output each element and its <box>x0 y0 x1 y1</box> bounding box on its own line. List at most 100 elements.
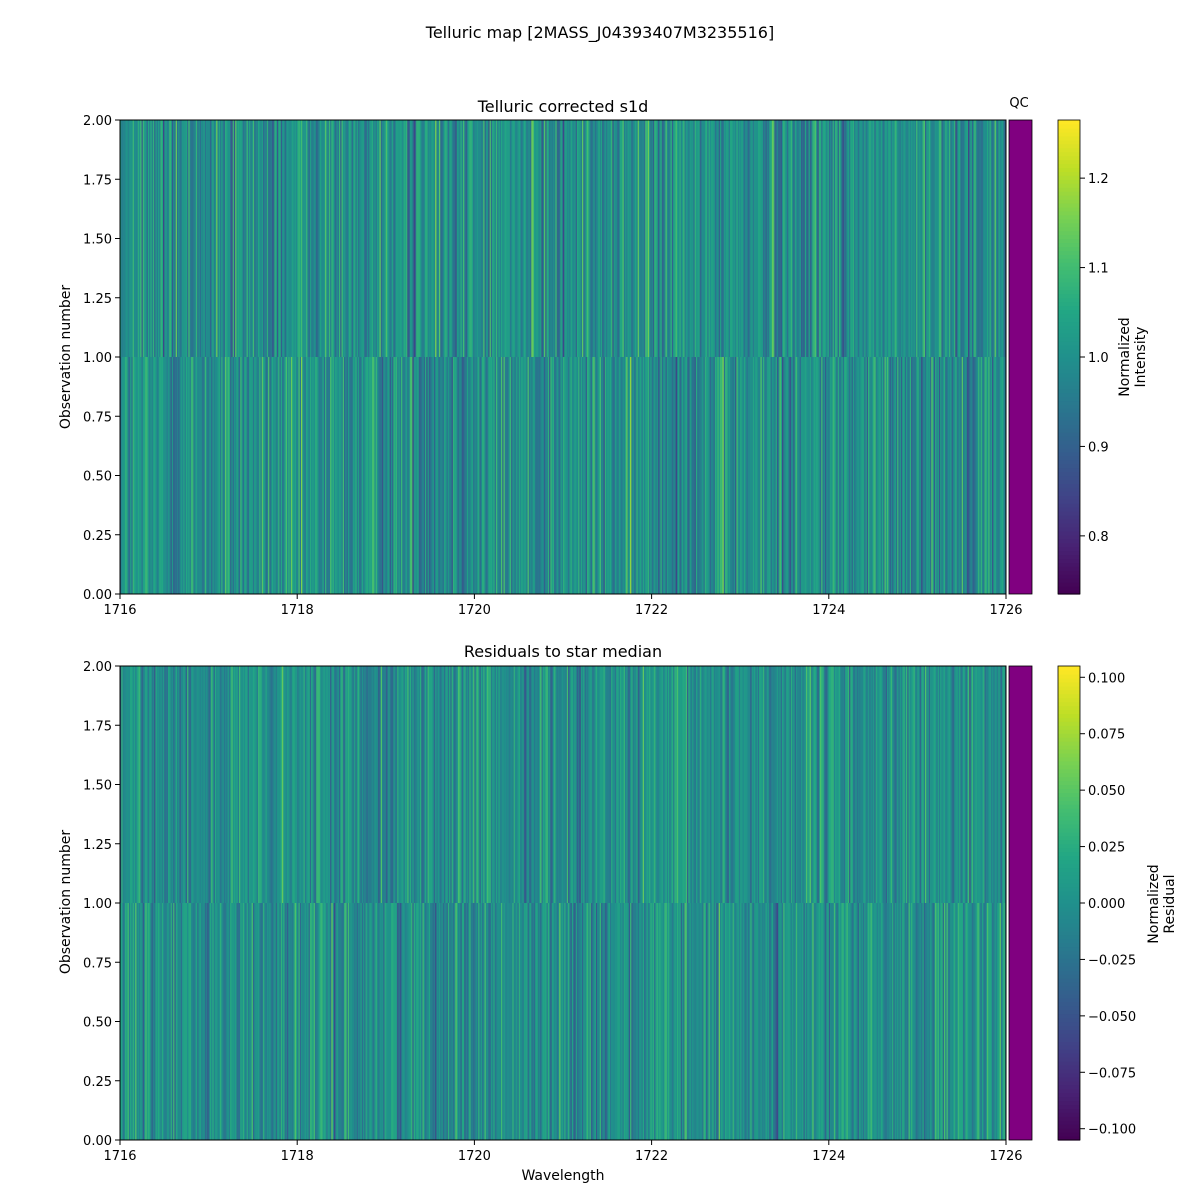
heatmap-cell <box>202 903 204 1140</box>
colorbar-segment <box>1058 400 1080 405</box>
heatmap-cell <box>323 357 326 594</box>
heatmap-cell <box>308 120 311 357</box>
heatmap-cell <box>197 120 199 357</box>
heatmap-cell <box>180 357 183 594</box>
heatmap-cell <box>316 666 318 903</box>
heatmap-cell <box>585 666 588 903</box>
heatmap-cell <box>489 357 492 594</box>
heatmap-cell <box>784 357 787 594</box>
heatmap-cell <box>188 666 191 903</box>
colorbar-segment <box>1058 562 1080 567</box>
heatmap-cell <box>385 357 388 594</box>
heatmap-cell <box>419 120 422 357</box>
heatmap-cell <box>712 120 715 357</box>
heatmap-cell <box>747 903 750 1140</box>
heatmap-cell <box>728 666 731 903</box>
heatmap-cell <box>241 666 244 903</box>
colorbar-segment <box>1058 546 1080 552</box>
heatmap-cell <box>712 666 715 903</box>
heatmap-cell <box>744 903 746 1140</box>
heatmap-cell <box>228 666 231 903</box>
colorbar-segment <box>1058 839 1080 845</box>
heatmap-cell <box>998 357 1001 594</box>
heatmap-cell <box>474 903 477 1140</box>
heatmap-cell <box>816 666 818 903</box>
heatmap-cell <box>893 903 896 1140</box>
heatmap-cell <box>995 120 998 357</box>
heatmap-cell <box>628 357 631 594</box>
heatmap-cell <box>924 120 927 357</box>
heatmap-cell <box>947 666 950 903</box>
heatmap-cell <box>280 120 283 357</box>
heatmap-cell <box>489 120 492 357</box>
heatmap-cell <box>308 666 311 903</box>
heatmap-cell <box>322 666 325 903</box>
heatmap-cell <box>752 357 755 594</box>
heatmap-cell <box>449 903 451 1140</box>
heatmap-cell <box>298 120 301 357</box>
heatmap-cell <box>257 120 260 357</box>
heatmap-cell <box>390 903 393 1140</box>
heatmap-cell <box>249 903 251 1140</box>
heatmap-cell <box>854 357 856 594</box>
heatmap-cell <box>260 903 263 1140</box>
heatmap-cell <box>226 357 228 594</box>
heatmap-cell <box>293 903 296 1140</box>
heatmap-cell <box>330 903 332 1140</box>
heatmap-cell <box>997 357 999 594</box>
heatmap-cell <box>211 666 213 903</box>
heatmap-cell <box>325 666 327 903</box>
heatmap-cell <box>442 666 445 903</box>
heatmap-cell <box>912 120 915 357</box>
heatmap-cell <box>304 666 307 903</box>
heatmap-cell <box>940 120 942 357</box>
heatmap-cell <box>675 120 678 357</box>
heatmap-cell <box>213 666 216 903</box>
heatmap-cell <box>522 903 525 1140</box>
heatmap-cell <box>856 666 859 903</box>
heatmap-cell <box>746 357 749 594</box>
heatmap-cell <box>364 120 366 357</box>
heatmap-cell <box>856 120 859 357</box>
colorbar-segment <box>1058 511 1080 516</box>
colorbar-segment <box>1058 586 1080 591</box>
heatmap-cell <box>918 120 921 357</box>
heatmap-cell <box>847 357 850 594</box>
heatmap-cell <box>940 357 942 594</box>
heatmap-cell <box>661 666 664 903</box>
heatmap-cell <box>223 666 226 903</box>
heatmap-cell <box>852 357 855 594</box>
heatmap-cell <box>803 120 806 357</box>
heatmap-cell <box>779 903 782 1140</box>
heatmap-cell <box>695 903 698 1140</box>
heatmap-cell <box>285 903 288 1140</box>
heatmap-cell <box>466 666 469 903</box>
heatmap-cell <box>160 666 163 903</box>
heatmap-cell <box>606 666 608 903</box>
heatmap-cell <box>802 903 804 1140</box>
heatmap-cell <box>995 666 998 903</box>
colorbar-segment <box>1058 499 1080 504</box>
heatmap-cell <box>511 120 513 357</box>
heatmap-cell <box>1000 903 1003 1140</box>
heatmap-cell <box>488 120 490 357</box>
colorbar-segment <box>1058 392 1080 398</box>
heatmap-cell <box>823 666 826 903</box>
heatmap-cell <box>395 120 398 357</box>
heatmap-cell <box>665 357 668 594</box>
heatmap-cell <box>627 903 630 1140</box>
heatmap-cell <box>152 903 155 1140</box>
heatmap-cell <box>654 666 656 903</box>
heatmap-cell <box>962 120 965 357</box>
heatmap-cell <box>254 666 256 903</box>
heatmap-cell <box>369 666 372 903</box>
heatmap-cell <box>804 357 807 594</box>
heatmap-cell <box>540 120 542 357</box>
heatmap-cell <box>655 357 658 594</box>
heatmap-cell <box>836 120 839 357</box>
heatmap-cell <box>662 357 665 594</box>
y-tick-label: 1.75 <box>83 719 112 734</box>
heatmap-cell <box>295 903 298 1140</box>
heatmap-cell <box>507 357 509 594</box>
heatmap-cell <box>875 666 878 903</box>
